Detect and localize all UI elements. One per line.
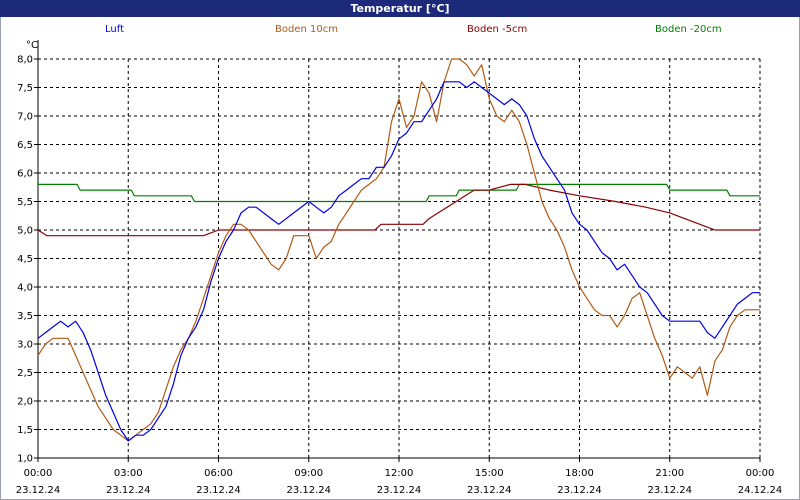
x-tick-label-time: 00:00	[746, 468, 775, 479]
grid-lines	[37, 58, 761, 459]
x-tick-label-time: 06:00	[204, 468, 233, 479]
x-tick-label-time: 21:00	[655, 468, 684, 479]
x-tick-label-time: 00:00	[24, 468, 53, 479]
y-tick-label: 2,5	[17, 368, 33, 379]
y-tick-label: 1,0	[17, 454, 33, 465]
y-tick-label: 5,0	[17, 226, 33, 237]
y-axis-unit-label: °C	[26, 40, 38, 51]
y-tick-label: 3,5	[17, 311, 33, 322]
legend-boden-10cm: Boden 10cm	[275, 24, 338, 35]
x-tick-label-date: 23.12.24	[196, 485, 241, 496]
x-tick-label-date: 23.12.24	[557, 485, 602, 496]
x-tick-label-date: 23.12.24	[16, 485, 61, 496]
x-tick-label-time: 03:00	[114, 468, 143, 479]
y-tick-label: 4,0	[17, 283, 33, 294]
y-tick-label: 2,0	[17, 397, 33, 408]
series-line-boden-10cm	[37, 58, 760, 442]
x-tick-label-date: 23.12.24	[106, 485, 151, 496]
x-tick-label-date: 24.12.24	[738, 485, 783, 496]
legend-boden-minus-20cm: Boden -20cm	[655, 24, 722, 35]
y-tick-label: 7,0	[17, 112, 33, 123]
title-bar	[0, 0, 800, 17]
y-tick-label: 1,5	[17, 425, 33, 436]
y-tick-label: 6,0	[17, 169, 33, 180]
y-tick-label: 7,5	[17, 83, 33, 94]
series-line-boden-20cm	[38, 183, 760, 203]
x-tick-label-time: 15:00	[475, 468, 504, 479]
series-line-luft	[37, 81, 760, 442]
x-tick-label-date: 23.12.24	[286, 485, 331, 496]
y-tick-label: 8,0	[17, 55, 33, 66]
y-tick-label: 5,5	[17, 197, 33, 208]
series-line-boden-5cm	[37, 183, 760, 237]
y-tick-label: 4,5	[17, 254, 33, 265]
x-tick-label-date: 23.12.24	[377, 485, 422, 496]
legend-boden-minus-5cm: Boden -5cm	[467, 24, 528, 35]
x-tick-label-time: 18:00	[565, 468, 594, 479]
x-tick-label-time: 09:00	[294, 468, 323, 479]
y-tick-label: 3,0	[17, 340, 33, 351]
x-tick-label-date: 23.12.24	[467, 485, 512, 496]
axes: 1,0 1,5 2,0 2,5 3,0 3,5 4,0 4,5 5,0 5,5 6,0 6,5 7,0 7…	[16, 40, 783, 496]
x-tick-label-date: 23.12.24	[647, 485, 692, 496]
legend-luft: Luft	[105, 24, 124, 35]
x-tick-label-time: 12:00	[385, 468, 414, 479]
y-tick-label: 6,5	[17, 140, 33, 151]
series-lines	[37, 58, 760, 442]
chart-title: Temperatur [°C]	[350, 2, 450, 15]
